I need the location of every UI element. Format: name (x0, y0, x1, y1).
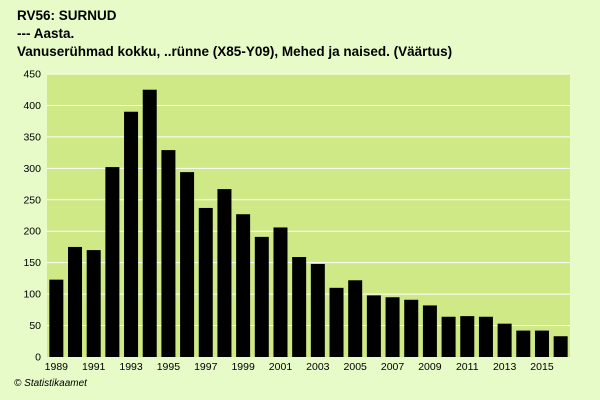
bar-2004 (329, 287, 344, 357)
bar-1989 (49, 279, 64, 357)
x-tick-label: 2003 (306, 361, 330, 373)
bar-1993 (124, 111, 139, 357)
bar-2015 (534, 330, 549, 357)
bar-2014 (516, 330, 531, 357)
x-tick-label: 1997 (194, 361, 218, 373)
bar-2006 (366, 295, 381, 357)
x-tick-label: 1991 (82, 361, 106, 373)
x-tick-label: 1989 (45, 361, 69, 373)
chart-subtitle-description: Vanuserühmad kokku, ..rünne (X85-Y09), M… (17, 44, 453, 59)
x-tick-label: 2015 (530, 361, 554, 373)
y-tick-label: 350 (23, 131, 41, 143)
bar-2002 (292, 257, 307, 357)
y-tick-label: 300 (23, 163, 41, 175)
y-tick-label: 0 (35, 352, 41, 364)
y-tick-label: 50 (29, 320, 41, 332)
y-tick-label: 450 (23, 69, 41, 81)
bar-1991 (86, 250, 101, 357)
bar-2016 (553, 336, 568, 357)
bar-1996 (180, 172, 195, 357)
bar-2000 (254, 236, 269, 357)
x-tick-label: 1993 (119, 361, 143, 373)
y-tick-label: 400 (23, 100, 41, 112)
x-tick-label: 1995 (157, 361, 181, 373)
bar-2011 (460, 316, 475, 357)
x-tick-label: 2013 (493, 361, 517, 373)
x-tick-label: 2001 (269, 361, 293, 373)
chart-title: RV56: SURNUD (17, 8, 117, 23)
bar-2007 (385, 297, 400, 357)
bar-2013 (497, 323, 512, 357)
credit-text: © Statistikaamet (14, 378, 87, 389)
bar-2003 (310, 263, 325, 357)
x-tick-label: 2007 (381, 361, 405, 373)
y-tick-label: 200 (23, 226, 41, 238)
bar-1997 (198, 207, 213, 357)
bar-2001 (273, 227, 288, 357)
bar-1999 (236, 214, 251, 357)
bar-1995 (161, 150, 176, 357)
chart-title-block: RV56: SURNUD --- Aasta. Vanuserühmad kok… (17, 7, 452, 61)
x-tick-label: 2009 (418, 361, 442, 373)
chart-subtitle-period: --- Aasta. (17, 26, 75, 41)
bar-2010 (441, 316, 456, 357)
x-tick-label: 2005 (344, 361, 368, 373)
bar-2012 (478, 316, 493, 357)
y-tick-label: 250 (23, 194, 41, 206)
bar-1994 (142, 89, 157, 357)
bar-2009 (422, 305, 437, 357)
bar-1998 (217, 189, 232, 357)
y-tick-label: 150 (23, 257, 41, 269)
y-tick-label: 100 (23, 289, 41, 301)
bar-2008 (404, 299, 419, 357)
bar-2005 (348, 280, 363, 357)
x-tick-label: 2011 (456, 361, 479, 373)
bar-1992 (105, 167, 120, 357)
x-tick-label: 1999 (231, 361, 255, 373)
bar-1990 (68, 246, 83, 357)
